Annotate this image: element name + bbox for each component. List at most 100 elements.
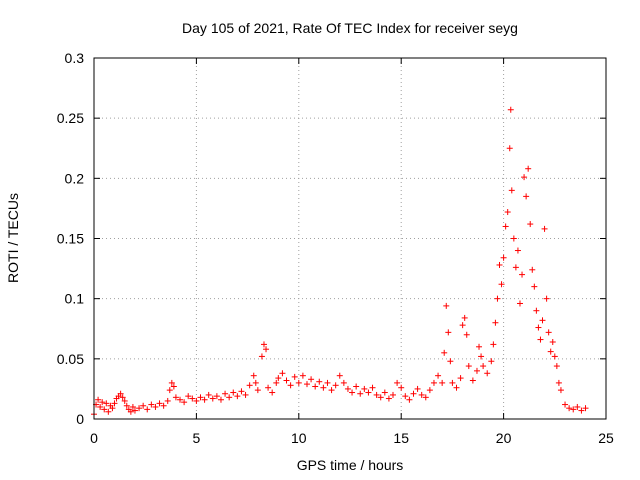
data-point [160, 402, 167, 409]
data-point [473, 367, 480, 374]
data-point [170, 383, 177, 390]
data-point [406, 396, 413, 403]
data-point [562, 401, 569, 408]
data-point [303, 381, 310, 388]
data-point [525, 165, 532, 172]
data-point [527, 221, 534, 228]
data-point [435, 372, 442, 379]
data-point [566, 405, 573, 412]
data-point [201, 396, 208, 403]
data-point [328, 387, 335, 394]
data-point [492, 319, 499, 326]
data-point [507, 106, 514, 113]
data-point [265, 384, 272, 391]
y-tick-label: 0.05 [57, 351, 84, 367]
y-tick-label: 0.25 [57, 110, 84, 126]
data-point [101, 406, 108, 413]
data-point [238, 388, 245, 395]
data-point [535, 324, 542, 331]
data-point [312, 383, 319, 390]
data-point [164, 397, 171, 404]
data-point [119, 394, 126, 401]
data-point [121, 397, 128, 404]
data-point [99, 399, 106, 406]
data-point [439, 379, 446, 386]
x-tick-label: 5 [193, 430, 201, 446]
data-point [336, 372, 343, 379]
data-point [553, 363, 560, 370]
x-tick-label: 25 [598, 430, 614, 446]
data-point [217, 396, 224, 403]
data-point [340, 379, 347, 386]
data-point [551, 353, 558, 360]
data-point [197, 394, 204, 401]
data-point [385, 395, 392, 402]
data-point [148, 401, 155, 408]
data-point [430, 379, 437, 386]
data-point [488, 358, 495, 365]
data-point [529, 266, 536, 273]
data-point [410, 390, 417, 397]
data-point [213, 393, 220, 400]
data-point [390, 391, 397, 398]
data-point [353, 383, 360, 390]
data-point [574, 403, 581, 410]
data-point [189, 395, 196, 402]
x-tick-label: 15 [393, 430, 409, 446]
data-point [469, 377, 476, 384]
data-points [91, 106, 589, 418]
data-point [394, 379, 401, 386]
data-point [519, 271, 526, 278]
data-point [461, 314, 468, 321]
data-point [269, 389, 276, 396]
y-tick-label: 0.3 [65, 50, 85, 66]
data-point [131, 407, 138, 414]
data-point [258, 353, 265, 360]
data-point [484, 370, 491, 377]
data-point [500, 254, 507, 261]
data-point [177, 396, 184, 403]
data-point [361, 385, 368, 392]
x-axis-title: GPS time / hours [297, 457, 404, 473]
y-tick-label: 0 [76, 411, 84, 427]
data-point [443, 302, 450, 309]
data-point [316, 378, 323, 385]
data-point [453, 384, 460, 391]
data-point [349, 389, 356, 396]
data-point [242, 391, 249, 398]
data-point [117, 390, 124, 397]
data-point [260, 341, 267, 348]
data-point [136, 405, 143, 412]
data-point [498, 281, 505, 288]
data-point [523, 193, 530, 200]
data-point [365, 389, 372, 396]
data-point [496, 261, 503, 268]
data-point [234, 393, 241, 400]
data-point [357, 390, 364, 397]
data-point [578, 407, 585, 414]
data-point [555, 379, 562, 386]
data-point [123, 402, 130, 409]
data-point [156, 400, 163, 407]
data-point [570, 406, 577, 413]
data-point [369, 384, 376, 391]
data-point [459, 322, 466, 329]
data-point [181, 399, 188, 406]
data-point [480, 363, 487, 370]
data-point [533, 307, 540, 314]
grid [94, 58, 606, 419]
data-point [457, 375, 464, 382]
data-point [230, 389, 237, 396]
data-point [109, 405, 116, 412]
axis-ticks: 0 5 10 15 20 25 0 0.05 0.1 0.15 0.2 0.25 0.3 [57, 50, 614, 446]
data-point [273, 379, 280, 386]
data-point [222, 390, 229, 397]
x-tick-label: 0 [90, 430, 98, 446]
data-point [344, 385, 351, 392]
data-point [537, 336, 544, 343]
data-point [324, 379, 331, 386]
data-point [504, 209, 511, 216]
data-point [465, 363, 472, 370]
data-point [582, 405, 589, 412]
data-point [263, 346, 270, 353]
